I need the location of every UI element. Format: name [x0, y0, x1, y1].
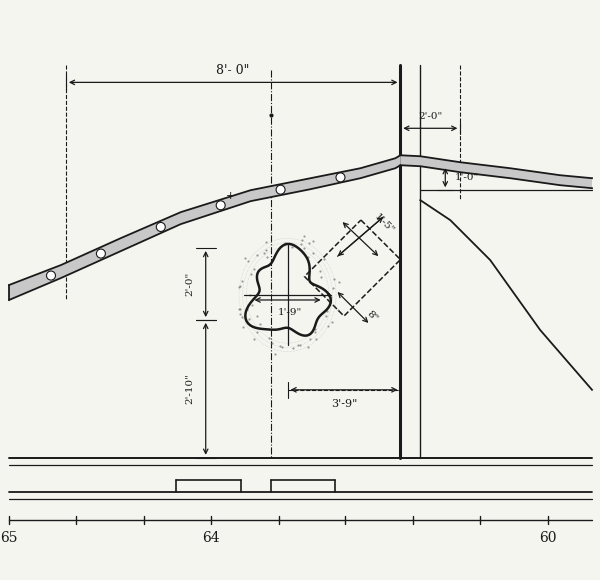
Text: 1'-5": 1'-5"	[373, 212, 396, 235]
Text: +: +	[226, 191, 235, 201]
Text: 8": 8"	[365, 309, 380, 323]
Circle shape	[157, 223, 165, 231]
Polygon shape	[400, 155, 592, 188]
Circle shape	[336, 173, 345, 182]
Text: 64: 64	[202, 531, 220, 545]
Text: 2'-0": 2'-0"	[418, 112, 442, 121]
Text: 2'-0": 2'-0"	[185, 272, 194, 296]
Polygon shape	[9, 155, 400, 300]
Text: 65: 65	[1, 531, 18, 545]
Text: 1'-9": 1'-9"	[277, 309, 302, 317]
Text: 3'-9": 3'-9"	[331, 399, 357, 409]
Circle shape	[216, 201, 225, 210]
Circle shape	[97, 249, 106, 258]
Circle shape	[47, 271, 55, 280]
Circle shape	[276, 185, 285, 194]
Text: 8'- 0": 8'- 0"	[217, 64, 250, 77]
Text: 60: 60	[539, 531, 557, 545]
Text: 1'-0": 1'-0"	[455, 173, 479, 182]
Text: 2'-10": 2'-10"	[185, 374, 194, 404]
